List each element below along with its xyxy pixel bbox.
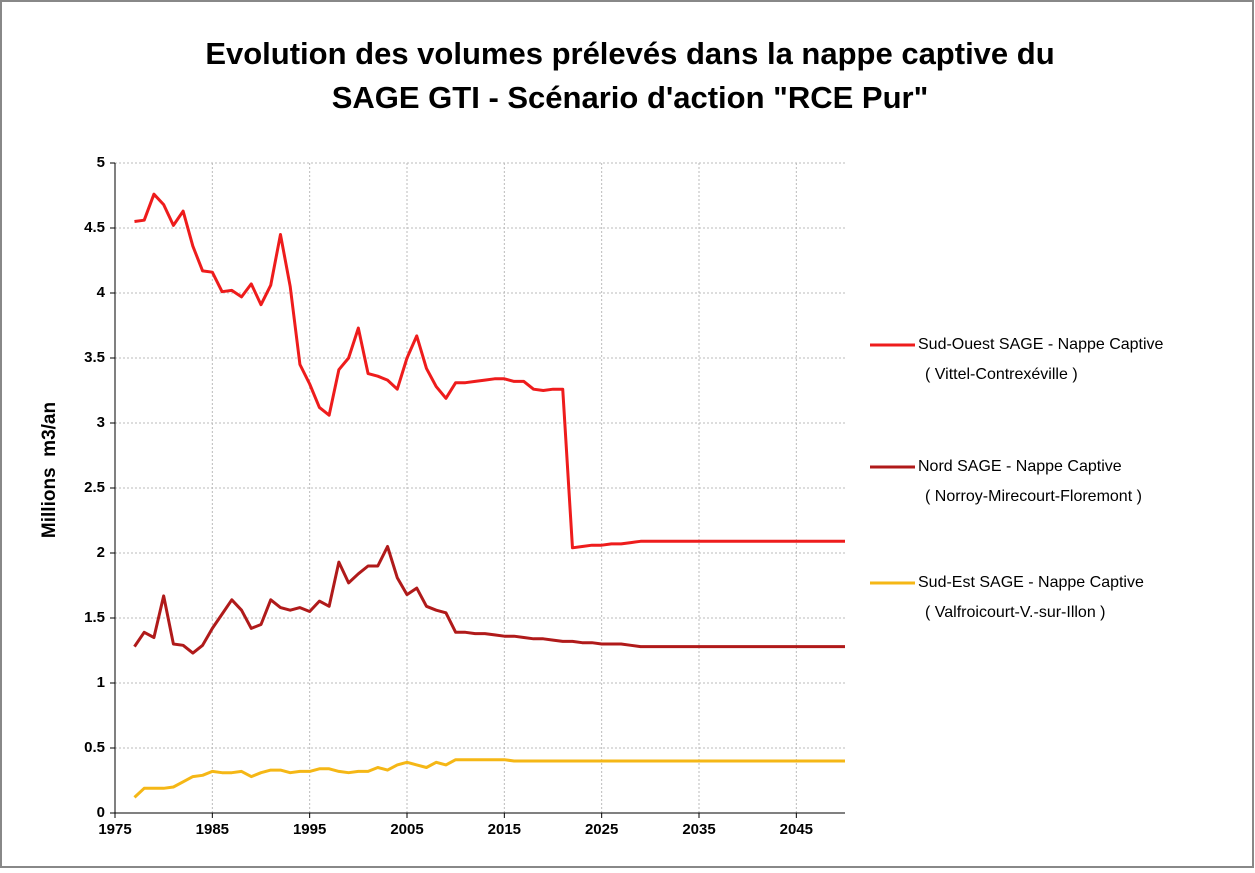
- y-tick-label: 3.5: [84, 349, 105, 366]
- y-tick-label: 1.5: [84, 609, 105, 626]
- legend-label: ( Vittel-Contrexéville ): [925, 366, 1078, 383]
- legend-label: ( Norroy-Mirecourt-Floremont ): [925, 488, 1142, 505]
- series-line: [133, 758, 845, 799]
- y-tick-label: 4.5: [84, 219, 105, 236]
- x-tick-label: 2015: [488, 821, 521, 838]
- x-tick-label: 1995: [293, 821, 326, 838]
- y-axis-label: Millions m3/an: [39, 402, 60, 538]
- x-tick-label: 2035: [682, 821, 715, 838]
- series-line: [134, 192, 845, 550]
- y-tick-label: 0.5: [84, 739, 105, 756]
- chart-title: Evolution des volumes prélevés dans la n…: [205, 36, 1054, 71]
- series-line: [133, 545, 845, 655]
- x-tick-label: 1975: [98, 821, 131, 838]
- legend-label: Nord SAGE - Nappe Captive: [918, 458, 1122, 475]
- legend-label: ( Valfroicourt-V.-sur-Illon ): [925, 604, 1106, 621]
- x-tick-label: 2005: [390, 821, 423, 838]
- legend-label: Sud-Est SAGE - Nappe Captive: [918, 574, 1144, 591]
- y-tick-label: 3: [97, 414, 105, 431]
- x-tick-label: 2025: [585, 821, 618, 838]
- y-tick-label: 2.5: [84, 479, 105, 496]
- chart-title: SAGE GTI - Scénario d'action "RCE Pur": [332, 80, 929, 115]
- legend-label: Sud-Ouest SAGE - Nappe Captive: [918, 336, 1164, 353]
- y-tick-label: 0: [97, 804, 105, 821]
- x-tick-label: 1985: [196, 821, 229, 838]
- y-tick-label: 2: [97, 544, 105, 561]
- x-tick-label: 2045: [780, 821, 813, 838]
- y-tick-label: 5: [97, 154, 105, 171]
- y-tick-label: 4: [97, 284, 106, 301]
- y-tick-label: 1: [97, 674, 105, 691]
